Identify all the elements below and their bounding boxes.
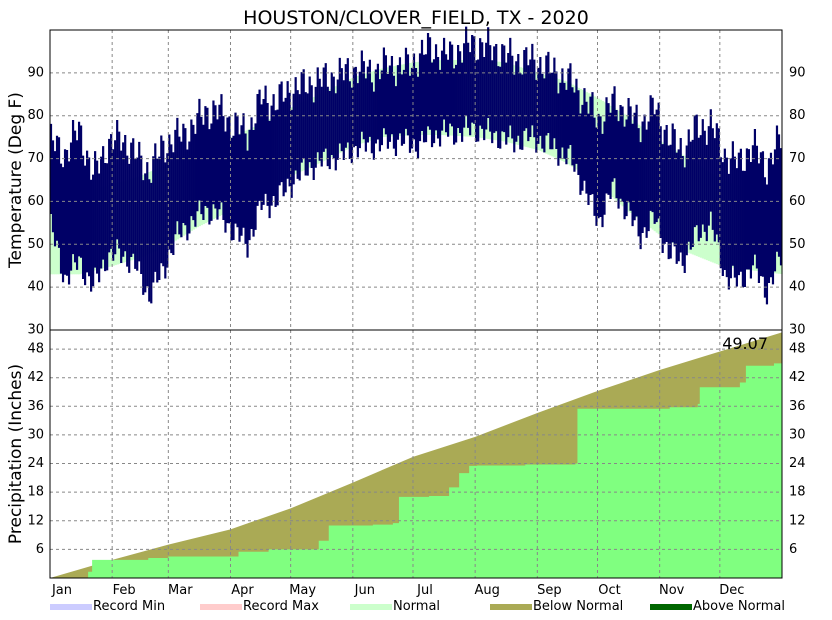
temp-ytick-left: 60 <box>27 194 44 209</box>
legend-swatch <box>350 604 392 610</box>
precip-ytick-right: 18 <box>789 485 806 500</box>
precip-ytick-right: 36 <box>789 399 806 414</box>
month-label: Oct <box>598 583 620 598</box>
precip-ytick-right: 6 <box>789 542 797 557</box>
y-axis-tick-labels: 40 40 50 50 60 60 70 70 80 80 90 90 30 30 6 6 12 12 18 18 24… <box>27 65 805 557</box>
legend-item: Below Normal <box>490 599 623 614</box>
temp-ytick-left: 80 <box>27 108 44 123</box>
precip-ytick-left: 12 <box>27 513 44 528</box>
month-label: Jan <box>51 583 72 598</box>
precip-ytick-right: 24 <box>789 456 806 471</box>
precipitation-grid <box>50 330 782 578</box>
temp-ytick-right: 30 <box>789 323 806 338</box>
precip-ytick-left: 48 <box>27 342 44 357</box>
temp-ytick-left: 70 <box>27 151 44 166</box>
month-label: Dec <box>719 583 744 598</box>
legend-label: Above Normal <box>693 599 785 614</box>
temp-ytick-left: 50 <box>27 237 44 252</box>
legend-swatch <box>650 604 692 610</box>
temp-ytick-right: 60 <box>789 194 806 209</box>
legend: Record Min Record Max Normal Below Normal Ab… <box>50 599 785 614</box>
precip-ytick-right: 30 <box>789 427 806 442</box>
chart-title: HOUSTON/CLOVER_FIELD, TX - 2020 <box>243 7 589 29</box>
precip-ytick-left: 30 <box>27 427 44 442</box>
temp-ytick-right: 40 <box>789 280 806 295</box>
temperature-panel <box>49 26 783 331</box>
legend-item: Above Normal <box>650 599 785 614</box>
precip-ytick-right: 48 <box>789 342 806 357</box>
legend-swatch <box>490 604 532 610</box>
month-label: Jun <box>354 583 375 598</box>
precipitation-axis-label: Precipitation (Inches) <box>6 364 26 544</box>
precipitation-total-label: 49.07 <box>722 334 768 353</box>
month-label: Aug <box>474 583 499 598</box>
precipitation-panel-frame <box>49 329 783 579</box>
temp-ytick-right: 90 <box>789 65 806 80</box>
precip-ytick-left: 6 <box>36 542 44 557</box>
legend-swatch <box>50 604 92 610</box>
precipitation-panel: 49.07 <box>49 329 783 579</box>
precip-ytick-right: 42 <box>789 370 806 385</box>
legend-item: Record Min <box>50 599 165 614</box>
month-label: May <box>289 583 316 598</box>
precip-ytick-left: 42 <box>27 370 44 385</box>
observed-cumulative-area <box>50 361 782 578</box>
temp-ytick-left: 40 <box>27 280 44 295</box>
temp-ytick-right: 80 <box>789 108 806 123</box>
legend-item: Record Max <box>200 599 319 614</box>
x-axis-month-labels: Jan Feb Mar Apr May Jun Jul Aug Sep Oct Nov Dec <box>51 583 744 598</box>
observed-temperature-bars <box>49 26 783 305</box>
precip-ytick-left: 24 <box>27 456 44 471</box>
legend-label: Record Min <box>93 599 165 614</box>
month-label: Nov <box>659 583 685 598</box>
precip-ytick-left: 36 <box>27 399 44 414</box>
precip-ytick-right: 12 <box>789 513 806 528</box>
month-label: Apr <box>231 583 254 598</box>
legend-label: Normal <box>393 599 440 614</box>
normal-band-day <box>52 192 55 275</box>
month-label: Jul <box>416 583 433 598</box>
month-label: Mar <box>168 583 193 598</box>
month-label: Sep <box>537 583 562 598</box>
temp-ytick-left: 30 <box>27 323 44 338</box>
normal-band-day <box>709 173 713 262</box>
month-label: Feb <box>113 583 136 598</box>
temperature-grid <box>50 30 782 330</box>
precip-ytick-left: 18 <box>27 485 44 500</box>
temperature-axis-label: Temperature (Deg F) <box>6 92 26 269</box>
temp-ytick-left: 90 <box>27 65 44 80</box>
temp-ytick-right: 50 <box>789 237 806 252</box>
legend-swatch <box>200 604 242 610</box>
legend-item: Normal <box>350 599 440 614</box>
legend-label: Below Normal <box>533 599 623 614</box>
temp-ytick-right: 70 <box>789 151 806 166</box>
normal-band-day <box>50 192 53 275</box>
legend-label: Record Max <box>243 599 319 614</box>
